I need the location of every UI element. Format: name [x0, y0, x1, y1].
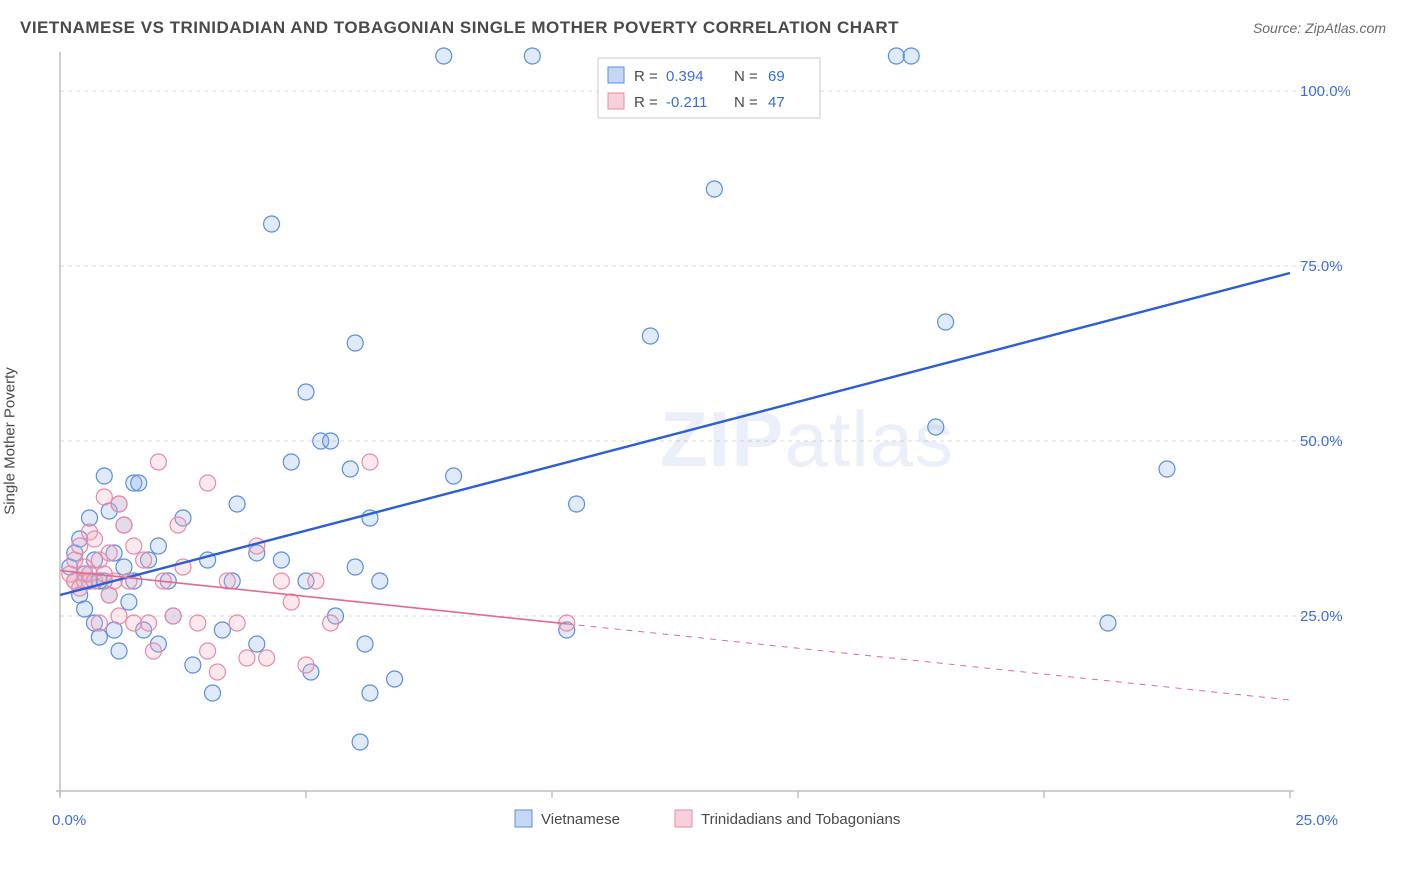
svg-text:-0.211: -0.211: [666, 94, 707, 111]
data-point: [229, 615, 245, 631]
svg-text:N =: N =: [734, 68, 758, 85]
data-point: [347, 335, 363, 351]
data-point: [91, 615, 107, 631]
data-point: [352, 734, 368, 750]
data-point: [205, 685, 221, 701]
data-point: [938, 314, 954, 330]
data-point: [569, 496, 585, 512]
data-point: [249, 636, 265, 652]
data-point: [111, 643, 127, 659]
data-point: [96, 489, 112, 505]
data-point: [150, 538, 166, 554]
svg-text:69: 69: [768, 68, 785, 85]
data-point: [283, 594, 299, 610]
data-point: [239, 650, 255, 666]
svg-text:0.394: 0.394: [666, 68, 704, 85]
data-point: [101, 545, 117, 561]
data-point: [642, 328, 658, 344]
source-name: ZipAtlas.com: [1305, 20, 1386, 36]
data-point: [259, 650, 275, 666]
data-point: [273, 552, 289, 568]
data-point: [283, 454, 299, 470]
svg-text:47: 47: [768, 94, 785, 111]
scatter-chart: 0.0% 25.0% 25.0% 50.0% 75.0% 100.0% ZIPatlas R …: [20, 46, 1350, 836]
correlation-legend: R = 0.394 N = 69 R = -0.211 N = 47: [598, 58, 820, 118]
data-point: [342, 461, 358, 477]
data-point: [229, 496, 245, 512]
trend-line: [60, 273, 1290, 595]
data-point: [362, 685, 378, 701]
svg-text:Trinidadians and Tobagonians: Trinidadians and Tobagonians: [701, 811, 900, 828]
svg-text:R =: R =: [634, 94, 658, 111]
data-point: [387, 671, 403, 687]
data-point: [298, 384, 314, 400]
data-point: [96, 468, 112, 484]
data-point: [323, 433, 339, 449]
data-point: [308, 573, 324, 589]
data-point: [200, 475, 216, 491]
data-point: [264, 216, 280, 232]
series-legend: Vietnamese Trinidadians and Tobagonians: [515, 810, 900, 828]
data-point: [1159, 461, 1175, 477]
data-point: [298, 657, 314, 673]
data-point: [126, 615, 142, 631]
chart-container: Single Mother Poverty 0.0%25.0%25.0%50.0…: [20, 46, 1386, 836]
data-point: [219, 573, 235, 589]
data-point: [136, 552, 152, 568]
data-point: [165, 608, 181, 624]
data-point: [141, 615, 157, 631]
data-point: [446, 468, 462, 484]
data-point: [209, 664, 225, 680]
data-point: [121, 594, 137, 610]
y-tick-label: 100.0%: [1300, 83, 1350, 100]
data-point: [116, 517, 132, 533]
data-point: [72, 538, 88, 554]
svg-text:R =: R =: [634, 68, 658, 85]
data-point: [436, 48, 452, 64]
x-tick-label: 0.0%: [52, 812, 86, 829]
trend-line-extrapolated: [567, 624, 1290, 700]
watermark: ZIPatlas: [660, 395, 954, 483]
y-axis-label: Single Mother Poverty: [2, 367, 19, 515]
data-point: [362, 454, 378, 470]
data-point: [150, 454, 166, 470]
x-tick-label: 25.0%: [1295, 812, 1338, 829]
source-attribution: Source: ZipAtlas.com: [1253, 20, 1386, 36]
data-point: [372, 573, 388, 589]
data-point: [524, 48, 540, 64]
y-tick-label: 50.0%: [1300, 433, 1343, 450]
data-point: [111, 608, 127, 624]
data-point: [77, 601, 93, 617]
data-point: [200, 643, 216, 659]
data-point: [706, 181, 722, 197]
data-point: [323, 615, 339, 631]
svg-text:N =: N =: [734, 94, 758, 111]
svg-text:Vietnamese: Vietnamese: [541, 811, 620, 828]
data-point: [111, 496, 127, 512]
data-point: [888, 48, 904, 64]
data-point: [928, 419, 944, 435]
data-point: [170, 517, 186, 533]
data-point: [126, 538, 142, 554]
data-point: [273, 573, 289, 589]
y-tick-label: 75.0%: [1300, 258, 1343, 275]
data-point: [903, 48, 919, 64]
chart-title: VIETNAMESE VS TRINIDADIAN AND TOBAGONIAN…: [20, 18, 899, 38]
source-prefix: Source:: [1253, 20, 1305, 36]
data-point: [185, 657, 201, 673]
data-point: [131, 475, 147, 491]
data-point: [357, 636, 373, 652]
y-tick-label: 25.0%: [1300, 608, 1343, 625]
data-point: [1100, 615, 1116, 631]
data-point: [145, 643, 161, 659]
data-point: [190, 615, 206, 631]
data-point: [86, 531, 102, 547]
data-point: [214, 622, 230, 638]
data-point: [347, 559, 363, 575]
